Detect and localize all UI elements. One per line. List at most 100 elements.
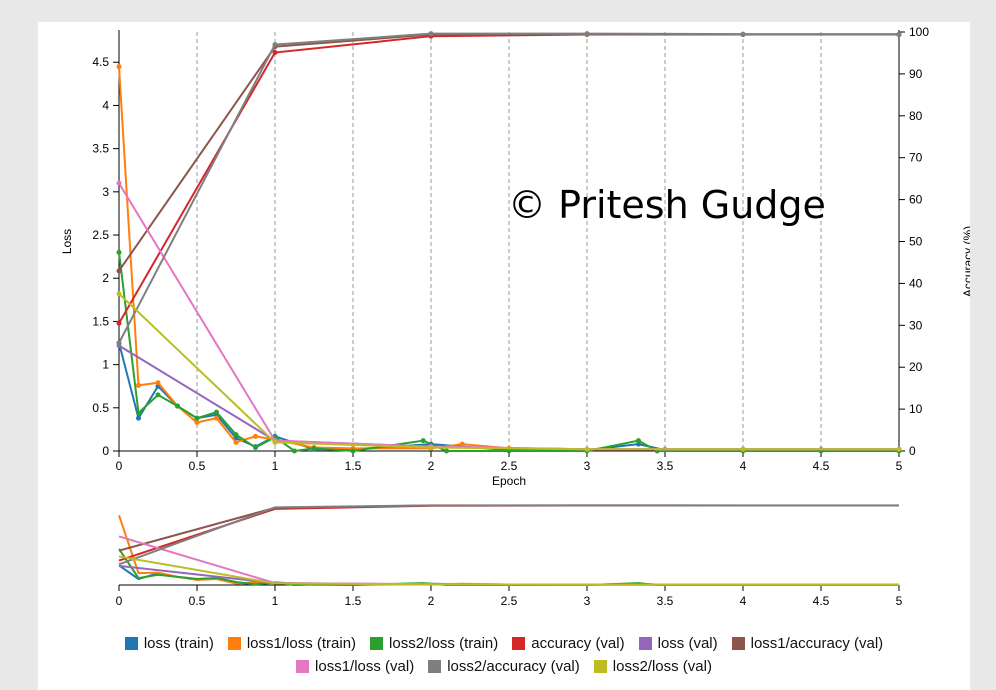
brush-x-tick-label: 3 [584, 594, 591, 608]
y-left-tick-label: 4 [102, 98, 109, 112]
y-left-tick-label: 1.5 [92, 314, 109, 328]
legend-swatch [227, 637, 241, 650]
legend-item[interactable]: loss (train) [124, 635, 214, 652]
y-right-tick-label: 20 [909, 360, 923, 374]
data-point [136, 410, 141, 416]
brush-x-tick-label: 3.5 [657, 594, 674, 608]
legend-label: loss (val) [657, 635, 718, 652]
x-tick-label: 0.5 [189, 459, 206, 473]
brush-series-line [118, 504, 899, 566]
legend-item[interactable]: loss2/loss (train) [370, 635, 498, 652]
x-tick-label: 2 [428, 459, 435, 473]
brush-x-tick-label: 0 [116, 594, 123, 608]
data-point [253, 433, 258, 439]
data-point [444, 448, 450, 454]
grid-lines [196, 32, 900, 451]
data-point [350, 448, 356, 454]
data-point [272, 50, 278, 56]
brush-x-tick-label: 5 [896, 594, 903, 608]
x-tick-label: 4.5 [813, 459, 830, 473]
data-point [896, 446, 902, 452]
brush-series-line [118, 504, 899, 562]
chart-svg: 0 0.5 1 1.5 2 2.5 3 3.5 4 4.5 500.511.522.533.544.… [60, 25, 970, 608]
legend-item[interactable]: loss1/accuracy (val) [731, 635, 884, 652]
data-point [420, 438, 426, 444]
legend-item[interactable]: loss2/accuracy (val) [428, 658, 580, 675]
data-point [155, 392, 161, 398]
series-loss2-loss-train [116, 249, 902, 454]
brush-x-tick-label: 1 [272, 594, 279, 608]
legend-label: loss2/loss (train) [389, 635, 499, 652]
chart-panel: 0 0.5 1 1.5 2 2.5 3 3.5 4 4.5 5 0 0.5 1 1.5 2 2.5 3 3.5 4 4.… [38, 22, 970, 690]
x-tick-label: 0 [116, 459, 123, 473]
legend-item[interactable]: accuracy (val) [512, 635, 625, 652]
overview-brush-chart[interactable]: 0 0.5 1 1.5 2 2.5 3 3.5 4 4.5 5 [116, 504, 903, 608]
data-point [233, 432, 239, 438]
y-left-tick-label: 2 [102, 271, 109, 285]
y-right-tick-label: 30 [909, 318, 923, 332]
data-point [272, 439, 278, 445]
series-loss2-accuracy-val [116, 31, 902, 346]
data-point [194, 415, 200, 421]
data-point [506, 448, 512, 454]
data-point [311, 445, 317, 451]
series-loss2-loss-val [116, 291, 902, 452]
brush-x-tick-label: 1.5 [345, 594, 362, 608]
brush-x-tick-label: 2 [428, 594, 435, 608]
legend-label: loss (train) [143, 635, 214, 652]
legend-swatch [370, 637, 384, 650]
legend-item[interactable]: loss1/loss (val) [296, 658, 414, 675]
series-line [118, 252, 899, 453]
x-tick-label: 2.5 [501, 459, 518, 473]
x-tick-label: 1.5 [345, 459, 362, 473]
data-point [584, 446, 590, 452]
x-tick-label: 3 [584, 459, 591, 473]
legend-label: loss2/accuracy (val) [447, 658, 580, 675]
y-axis-right-title: Accuracy (%) [961, 226, 970, 297]
data-point [635, 441, 641, 447]
data-point [175, 403, 180, 409]
series-line [118, 32, 899, 344]
data-point [116, 64, 122, 70]
legend-label: accuracy (val) [531, 635, 625, 652]
data-point [214, 409, 219, 415]
legend-row-2: loss1/loss (val) loss2/accuracy (val) loss… [38, 655, 970, 678]
data-point [459, 441, 465, 447]
data-point [116, 268, 122, 274]
legend-item[interactable]: loss2/loss (val) [593, 658, 712, 675]
watermark-text: © Pritesh Gudge [508, 183, 826, 227]
series-line [118, 293, 899, 451]
legend-swatch [428, 660, 442, 673]
brush-series-line [118, 514, 899, 586]
y-right-tick-label: 80 [909, 109, 923, 123]
data-point [116, 291, 122, 297]
axes: 0 0.5 1 1.5 2 2.5 3 3.5 4 4.5 500.511.522.533.544.… [60, 25, 970, 488]
legend-item[interactable]: loss (val) [638, 635, 718, 652]
data-point [428, 445, 434, 451]
brush-x-tick-label: 4.5 [813, 594, 830, 608]
legend-label: loss1/accuracy (val) [750, 635, 884, 652]
x-tick-label: 5 [896, 459, 903, 473]
legend: loss (train) loss1/loss (train) loss2/loss… [38, 632, 970, 678]
y-right-tick-label: 100 [909, 25, 929, 39]
legend-swatch [296, 660, 310, 673]
data-point [253, 445, 258, 451]
data-point [584, 31, 590, 37]
legend-swatch [512, 637, 526, 650]
x-axis-title: Epoch [492, 474, 526, 488]
legend-item[interactable]: loss1/loss (train) [227, 635, 356, 652]
legend-swatch [731, 637, 745, 650]
data-point [896, 31, 902, 37]
brush-x-tick-label: 2.5 [501, 594, 518, 608]
y-right-tick-label: 90 [909, 67, 923, 81]
data-point [116, 320, 122, 326]
y-right-tick-label: 0 [909, 444, 916, 458]
data-point [136, 382, 141, 388]
x-tick-label: 3.5 [657, 459, 674, 473]
y-right-tick-label: 70 [909, 151, 923, 165]
y-left-tick-label: 1 [102, 358, 109, 372]
brush-series-line [118, 555, 899, 586]
main-plot-series [116, 31, 902, 454]
data-point [272, 42, 278, 48]
y-right-tick-label: 40 [909, 276, 923, 290]
